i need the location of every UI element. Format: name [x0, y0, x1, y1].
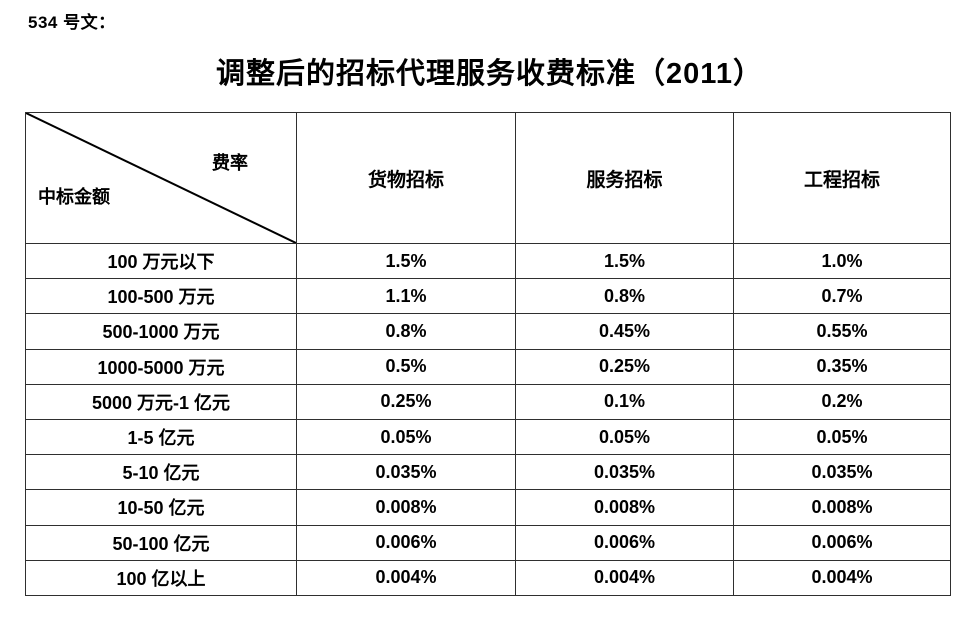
goods-rate-cell: 0.8% — [296, 313, 516, 350]
amount-cell: 100 万元以下 — [25, 242, 297, 280]
table-header-row: 费率 中标金额 货物招标 服务招标 工程招标 — [25, 112, 951, 244]
amount-cell: 5000 万元-1 亿元 — [25, 383, 297, 420]
table-row: 100 万元以下 1.5% 1.5% 1.0% — [25, 242, 951, 280]
diagonal-corner-cell: 费率 中标金额 — [25, 112, 297, 244]
services-rate-cell: 0.45% — [515, 313, 734, 350]
engineering-rate-cell: 0.006% — [733, 524, 951, 561]
amount-cell: 500-1000 万元 — [25, 313, 297, 350]
engineering-rate-cell: 0.35% — [733, 348, 951, 385]
services-rate-cell: 0.05% — [515, 418, 734, 456]
engineering-rate-cell: 1.0% — [733, 242, 951, 280]
amount-cell: 100-500 万元 — [25, 278, 297, 315]
table-row: 5000 万元-1 亿元 0.25% 0.1% 0.2% — [25, 383, 951, 420]
goods-rate-cell: 1.1% — [296, 278, 516, 315]
corner-label-amount: 中标金额 — [38, 187, 110, 207]
engineering-rate-cell: 0.2% — [733, 383, 951, 420]
services-rate-cell: 0.004% — [515, 559, 734, 596]
engineering-rate-cell: 0.05% — [733, 418, 951, 456]
services-rate-cell: 0.006% — [515, 524, 734, 561]
table-row: 10-50 亿元 0.008% 0.008% 0.008% — [25, 489, 951, 526]
table-row: 1000-5000 万元 0.5% 0.25% 0.35% — [25, 348, 951, 385]
table-row: 500-1000 万元 0.8% 0.45% 0.55% — [25, 313, 951, 350]
diagonal-line — [26, 113, 296, 243]
engineering-rate-cell: 0.004% — [733, 559, 951, 596]
amount-cell: 1000-5000 万元 — [25, 348, 297, 385]
amount-cell: 1-5 亿元 — [25, 418, 297, 456]
engineering-rate-cell: 0.035% — [733, 454, 951, 491]
amount-cell: 100 亿以上 — [25, 559, 297, 596]
engineering-rate-cell: 0.55% — [733, 313, 951, 350]
goods-rate-cell: 0.035% — [296, 454, 516, 491]
goods-rate-cell: 0.5% — [296, 348, 516, 385]
engineering-rate-cell: 0.008% — [733, 489, 951, 526]
fee-rate-table: 费率 中标金额 货物招标 服务招标 工程招标 100 万元以下 1.5% 1.5… — [25, 112, 951, 596]
corner-label-rate: 费率 — [212, 153, 248, 173]
goods-rate-cell: 0.004% — [296, 559, 516, 596]
table-row: 100 亿以上 0.004% 0.004% 0.004% — [25, 559, 951, 596]
column-header-goods: 货物招标 — [296, 112, 516, 244]
services-rate-cell: 0.008% — [515, 489, 734, 526]
doc-number-label: 534 号文： — [28, 13, 116, 32]
services-rate-cell: 0.035% — [515, 454, 734, 491]
table-row: 1-5 亿元 0.05% 0.05% 0.05% — [25, 418, 951, 456]
amount-cell: 10-50 亿元 — [25, 489, 297, 526]
goods-rate-cell: 1.5% — [296, 242, 516, 280]
engineering-rate-cell: 0.7% — [733, 278, 951, 315]
column-header-engineering: 工程招标 — [733, 112, 951, 244]
services-rate-cell: 0.8% — [515, 278, 734, 315]
column-header-services: 服务招标 — [515, 112, 734, 244]
table-row: 5-10 亿元 0.035% 0.035% 0.035% — [25, 454, 951, 491]
goods-rate-cell: 0.006% — [296, 524, 516, 561]
table-row: 50-100 亿元 0.006% 0.006% 0.006% — [25, 524, 951, 561]
amount-cell: 50-100 亿元 — [25, 524, 297, 561]
table-row: 100-500 万元 1.1% 0.8% 0.7% — [25, 278, 951, 315]
amount-cell: 5-10 亿元 — [25, 454, 297, 491]
goods-rate-cell: 0.25% — [296, 383, 516, 420]
goods-rate-cell: 0.008% — [296, 489, 516, 526]
goods-rate-cell: 0.05% — [296, 418, 516, 456]
services-rate-cell: 0.1% — [515, 383, 734, 420]
page-title: 调整后的招标代理服务收费标准（2011） — [216, 58, 763, 90]
services-rate-cell: 0.25% — [515, 348, 734, 385]
services-rate-cell: 1.5% — [515, 242, 734, 280]
